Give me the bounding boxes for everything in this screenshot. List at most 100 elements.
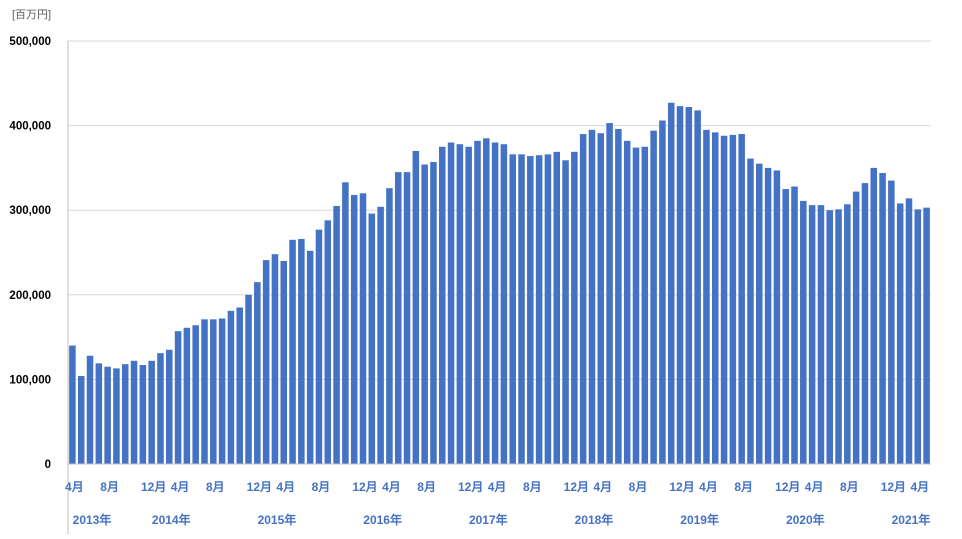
bar: [166, 349, 173, 464]
bar: [69, 345, 76, 464]
x-tick-label: 4月: [488, 480, 507, 494]
bar: [333, 205, 340, 464]
bar: [606, 123, 613, 464]
bar: [835, 209, 842, 464]
x-tick-label: 12月: [564, 480, 589, 494]
bar: [623, 140, 631, 464]
bar: [597, 133, 605, 464]
bar: [465, 146, 472, 464]
bar: [826, 210, 833, 464]
bar: [236, 307, 243, 464]
bar: [905, 198, 913, 465]
year-label: 2017年: [469, 512, 508, 527]
x-tick-label: 12月: [775, 480, 800, 494]
bar: [738, 134, 745, 464]
x-tick-label: 8月: [100, 480, 119, 494]
bar: [262, 260, 270, 464]
bar: [271, 254, 279, 464]
year-label: 2019年: [680, 512, 719, 527]
y-tick-label: 500,000: [9, 36, 51, 48]
bar: [764, 167, 772, 464]
x-tick-label: 8月: [840, 480, 859, 494]
bar: [562, 160, 569, 465]
y-tick-label: 100,000: [9, 374, 51, 386]
bar: [518, 154, 525, 465]
bar: [306, 250, 314, 464]
bar: [227, 310, 235, 464]
bar: [350, 194, 358, 464]
bar: [77, 376, 85, 464]
x-tick-label: 4月: [805, 480, 824, 494]
y-tick-labels: 0 100,000 200,000 300,000 400,000 500,000: [9, 36, 51, 471]
x-tick-label: 12月: [669, 480, 694, 494]
x-tick-label: 4月: [382, 480, 401, 494]
bar: [896, 203, 904, 464]
bar: [509, 154, 516, 465]
x-tick-label: 12月: [247, 480, 272, 494]
bar: [703, 129, 710, 464]
x-tick-label: 12月: [141, 480, 166, 494]
bar: [756, 163, 763, 465]
bar: [201, 319, 208, 464]
bar: [210, 319, 217, 464]
bar: [879, 172, 886, 465]
bar: [685, 106, 693, 465]
bar: [676, 106, 684, 464]
year-label: 2020年: [786, 512, 825, 527]
year-label: 2015年: [258, 512, 297, 527]
x-tick-label: 8月: [312, 480, 331, 494]
bar: [535, 155, 543, 464]
bar: [500, 144, 508, 464]
axes: [百万円]: [12, 9, 931, 534]
bar: [571, 151, 578, 464]
x-tick-label: 4月: [593, 480, 612, 494]
bar: [298, 238, 305, 464]
x-tick-labels: 4月 8月 12月 4月 8月 12月 4月 8月 12月 4月 8月 12月 4月 8月 12月 4月 8月 1…: [65, 480, 929, 494]
bar: [421, 164, 428, 464]
year-label: 2013年: [73, 512, 112, 527]
bar: [403, 172, 411, 464]
bar: [289, 239, 296, 464]
bar: [817, 205, 825, 464]
bar: [139, 365, 147, 464]
bar: [641, 146, 649, 464]
bar: [394, 172, 402, 464]
bar: [254, 282, 261, 464]
bar: [174, 331, 182, 464]
x-tick-label: 12月: [352, 480, 377, 494]
x-tick-label: 8月: [734, 480, 753, 494]
bar: [861, 183, 869, 464]
unit-label: [百万円]: [12, 9, 51, 21]
year-label: 2014年: [152, 512, 191, 527]
bar: [659, 120, 666, 465]
x-tick-label: 4月: [65, 480, 84, 494]
year-label: 2018年: [575, 512, 614, 527]
bar: [148, 360, 155, 464]
y-tick-label: 0: [45, 459, 51, 471]
bar: [852, 191, 860, 464]
bar: [456, 144, 464, 464]
bar: [368, 213, 376, 464]
bar: [914, 209, 922, 464]
bar: [218, 318, 226, 464]
x-tick-label: 12月: [458, 480, 483, 494]
year-label: 2021年: [892, 512, 931, 527]
y-tick-label: 400,000: [9, 121, 51, 133]
x-tick-label: 4月: [699, 480, 718, 494]
y-tick-label: 300,000: [9, 205, 51, 217]
bar: [430, 161, 437, 465]
bar: [544, 154, 552, 465]
x-tick-label: 4月: [171, 480, 190, 494]
bar: [923, 207, 930, 464]
bar: [192, 325, 199, 464]
bar: [447, 142, 455, 464]
x-tick-label: 8月: [417, 480, 436, 494]
x-tick-label: 12月: [881, 480, 906, 494]
bar: [86, 355, 94, 464]
x-tick-label: 8月: [523, 480, 542, 494]
bar: [632, 147, 640, 464]
year-labels: 2013年 2014年 2015年 2016年 2017年 2018年 2019年 2020年…: [73, 512, 931, 527]
bar: [483, 138, 490, 465]
bar: [491, 142, 499, 464]
bar: [844, 204, 851, 464]
